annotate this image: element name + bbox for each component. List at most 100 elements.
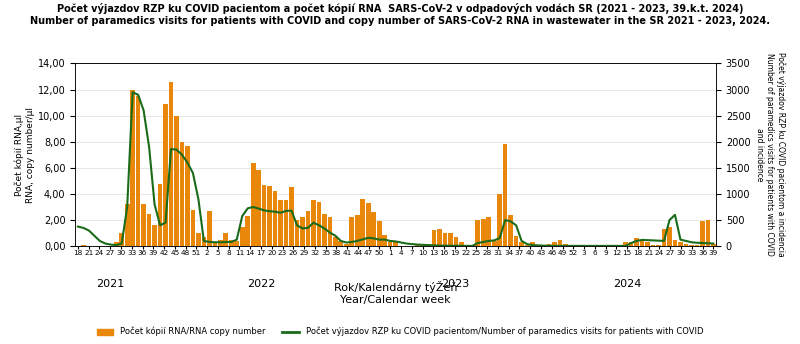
Bar — [289, 187, 294, 246]
Bar — [350, 217, 354, 246]
Bar — [377, 221, 382, 246]
Bar — [119, 233, 124, 246]
Bar — [234, 241, 239, 246]
Bar — [421, 244, 426, 246]
Bar — [519, 242, 524, 246]
Bar — [213, 242, 217, 246]
Bar — [525, 245, 530, 246]
Bar — [382, 235, 387, 246]
Bar — [262, 185, 266, 246]
Bar — [470, 245, 474, 246]
Bar — [202, 237, 206, 246]
Bar — [306, 211, 310, 246]
Bar — [442, 233, 447, 246]
Bar — [623, 242, 628, 246]
Bar — [114, 242, 118, 246]
Bar — [322, 214, 326, 246]
Bar — [492, 241, 497, 246]
Bar — [218, 240, 222, 246]
Bar — [694, 245, 699, 246]
Bar — [481, 219, 486, 246]
Bar — [273, 191, 278, 246]
X-axis label: Rok/Kalendárny týŽeň
Year/Calendar week: Rok/Kalendárny týŽeň Year/Calendar week — [334, 281, 458, 305]
Bar — [475, 220, 480, 246]
Bar — [552, 242, 557, 246]
Bar — [711, 244, 716, 246]
Bar — [229, 240, 234, 246]
Bar — [689, 245, 694, 246]
Bar — [81, 245, 86, 246]
Bar — [251, 163, 255, 246]
Text: 2024: 2024 — [613, 279, 642, 289]
Bar — [486, 217, 491, 246]
Bar — [508, 215, 513, 246]
Bar — [426, 244, 431, 246]
Bar — [284, 201, 288, 246]
Bar — [706, 220, 710, 246]
Bar — [629, 242, 634, 246]
Bar — [344, 244, 349, 246]
Bar — [146, 214, 151, 246]
Bar — [333, 237, 338, 246]
Bar — [558, 240, 562, 246]
Bar — [371, 212, 376, 246]
Bar — [388, 242, 393, 246]
Bar — [602, 245, 606, 246]
Bar — [662, 229, 666, 246]
Y-axis label: Počet výjazdov RZP ku COVID pacientom a incidencia
Number of paramedics visits f: Počet výjazdov RZP ku COVID pacientom a … — [754, 52, 785, 257]
Bar — [678, 242, 682, 246]
Bar — [190, 209, 195, 246]
Bar — [125, 204, 130, 246]
Bar — [394, 241, 398, 246]
Bar — [163, 104, 168, 246]
Y-axis label: Počet kópií RNA,µl
RNA, copy number/µl: Počet kópií RNA,µl RNA, copy number/µl — [15, 107, 35, 203]
Bar — [454, 237, 458, 246]
Text: Počet výjazdov RZP ku COVID pacientom a počet kópií RNA  SARS-CoV-2 v odpadových: Počet výjazdov RZP ku COVID pacientom a … — [30, 3, 770, 26]
Bar — [432, 230, 436, 246]
Text: 2023: 2023 — [441, 279, 469, 289]
Bar — [546, 244, 551, 246]
Bar — [646, 242, 650, 246]
Bar — [579, 245, 584, 246]
Bar — [650, 245, 655, 246]
Bar — [180, 142, 184, 246]
Bar — [437, 229, 442, 246]
Bar — [185, 146, 190, 246]
Text: 2022: 2022 — [246, 279, 275, 289]
Bar — [498, 194, 502, 246]
Bar — [541, 245, 546, 246]
Bar — [569, 245, 574, 246]
Bar — [300, 217, 305, 246]
Bar — [684, 244, 688, 246]
Bar — [158, 183, 162, 246]
Bar — [267, 186, 272, 246]
Bar — [667, 227, 672, 246]
Bar — [317, 202, 322, 246]
Bar — [207, 211, 212, 246]
Bar — [136, 96, 141, 246]
Bar — [240, 227, 245, 246]
Bar — [448, 233, 453, 246]
Bar — [338, 241, 343, 246]
Bar — [459, 242, 464, 246]
Bar — [514, 236, 518, 246]
Bar — [169, 82, 174, 246]
Bar — [355, 215, 359, 246]
Bar — [361, 199, 365, 246]
Bar — [174, 116, 179, 246]
Bar — [246, 216, 250, 246]
Bar — [530, 242, 535, 246]
Bar — [130, 89, 135, 246]
Bar — [256, 171, 261, 246]
Bar — [278, 201, 283, 246]
Bar — [503, 144, 507, 246]
Bar — [640, 240, 645, 246]
Bar — [415, 244, 420, 246]
Bar — [152, 225, 157, 246]
Bar — [366, 203, 370, 246]
Bar — [574, 245, 578, 246]
Bar — [656, 245, 661, 246]
Text: 2021: 2021 — [96, 279, 124, 289]
Bar — [142, 204, 146, 246]
Bar — [563, 244, 568, 246]
